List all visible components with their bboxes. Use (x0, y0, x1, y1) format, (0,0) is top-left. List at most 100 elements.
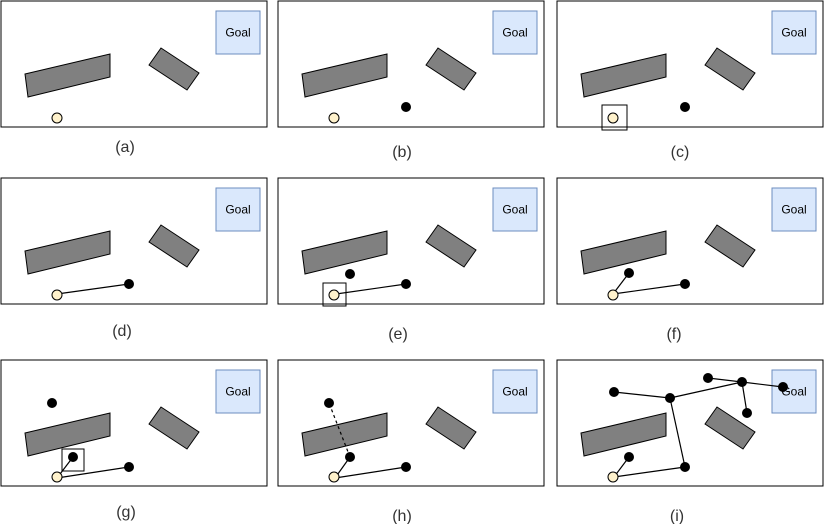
panel-caption: (a) (115, 139, 135, 156)
panel-d: Goal (0, 177, 268, 305)
panel-caption: (f) (666, 326, 681, 343)
obstacle-short (704, 406, 756, 450)
start-node (328, 112, 340, 124)
obstacle-short (704, 47, 756, 91)
start-node (51, 112, 63, 124)
obstacle-short (148, 406, 200, 450)
panel-caption: (e) (388, 326, 408, 343)
panel-caption: (b) (392, 144, 412, 161)
tree-node (737, 377, 747, 387)
goal-region (215, 187, 261, 232)
tree-node (742, 408, 752, 418)
obstacle-short (704, 224, 756, 268)
tree-edge (612, 283, 686, 295)
goal-label: Goal (225, 203, 250, 217)
tree-edge (335, 283, 407, 295)
tree-edge (56, 466, 130, 479)
goal-region (492, 187, 538, 232)
goal-region (771, 369, 817, 414)
obstacle-long (24, 412, 111, 457)
tree-node (624, 452, 634, 462)
goal-region (492, 10, 538, 55)
nearest-node-box (601, 104, 628, 131)
goal-label: Goal (781, 203, 806, 217)
goal-label: Goal (225, 385, 250, 399)
obstacle-short (425, 224, 477, 268)
tree-node (778, 382, 788, 392)
goal-region (215, 10, 261, 55)
goal-label: Goal (502, 26, 527, 40)
goal-region (492, 369, 538, 414)
tree-edge (707, 377, 743, 383)
panel-caption: (c) (671, 144, 690, 161)
tree-node (624, 268, 634, 278)
start-node (51, 289, 63, 301)
tree-node (324, 398, 334, 408)
panel-caption: (g) (116, 504, 136, 521)
tree-edge (56, 283, 130, 295)
tree-node (345, 269, 355, 279)
panel-h: Goal (277, 359, 545, 487)
tree-edge (613, 466, 686, 478)
start-node (328, 471, 340, 483)
obstacle-long (24, 53, 111, 98)
tree-edge (334, 466, 407, 479)
tree-edge (669, 397, 686, 468)
tree-node (703, 373, 713, 383)
panel-b: Goal (277, 0, 545, 128)
start-node (607, 112, 619, 124)
start-node (607, 289, 619, 301)
panel-f: Goal (556, 177, 824, 305)
goal-region (771, 10, 817, 55)
tree-node (124, 462, 134, 472)
tree-edge (741, 381, 784, 388)
tree-node (345, 452, 355, 462)
panel-a: Goal (0, 0, 268, 128)
tree-node (609, 387, 619, 397)
panel-caption: (d) (112, 323, 132, 340)
obstacle-short (425, 406, 477, 450)
tree-node (401, 279, 411, 289)
obstacle-long (24, 230, 111, 275)
start-node (328, 289, 340, 301)
tree-node (124, 279, 134, 289)
obstacle-short (148, 47, 200, 91)
tree-node (47, 398, 57, 408)
goal-label: Goal (781, 26, 806, 40)
tree-node (680, 279, 690, 289)
tree-edge (613, 391, 671, 399)
panel-g: Goal (0, 359, 268, 487)
panel-i: Goal (556, 359, 824, 487)
goal-region (215, 369, 261, 414)
tree-node (68, 452, 78, 462)
obstacle-long (580, 412, 667, 457)
goal-label: Goal (225, 26, 250, 40)
obstacle-long (301, 53, 388, 98)
goal-label: Goal (502, 385, 527, 399)
tree-node (680, 462, 690, 472)
tree-node (401, 462, 411, 472)
goal-label: Goal (502, 203, 527, 217)
panel-caption: (h) (392, 508, 412, 524)
obstacle-long (580, 230, 667, 275)
obstacle-short (148, 224, 200, 268)
tree-node (401, 102, 411, 112)
tree-node (680, 102, 690, 112)
obstacle-long (301, 230, 388, 275)
goal-region (771, 187, 817, 232)
panel-c: Goal (556, 0, 824, 131)
obstacle-short (425, 47, 477, 91)
tree-edge (741, 381, 748, 414)
nearest-node-box (322, 282, 347, 307)
panel-caption: (i) (670, 508, 684, 524)
start-node (51, 471, 63, 483)
blocked-edge (328, 402, 351, 458)
obstacle-long (580, 53, 667, 98)
tree-node (665, 393, 675, 403)
obstacle-long (301, 412, 388, 457)
tree-edge (669, 381, 743, 399)
start-node (607, 471, 619, 483)
nearest-node-box (61, 448, 85, 472)
goal-label: Goal (781, 385, 806, 399)
